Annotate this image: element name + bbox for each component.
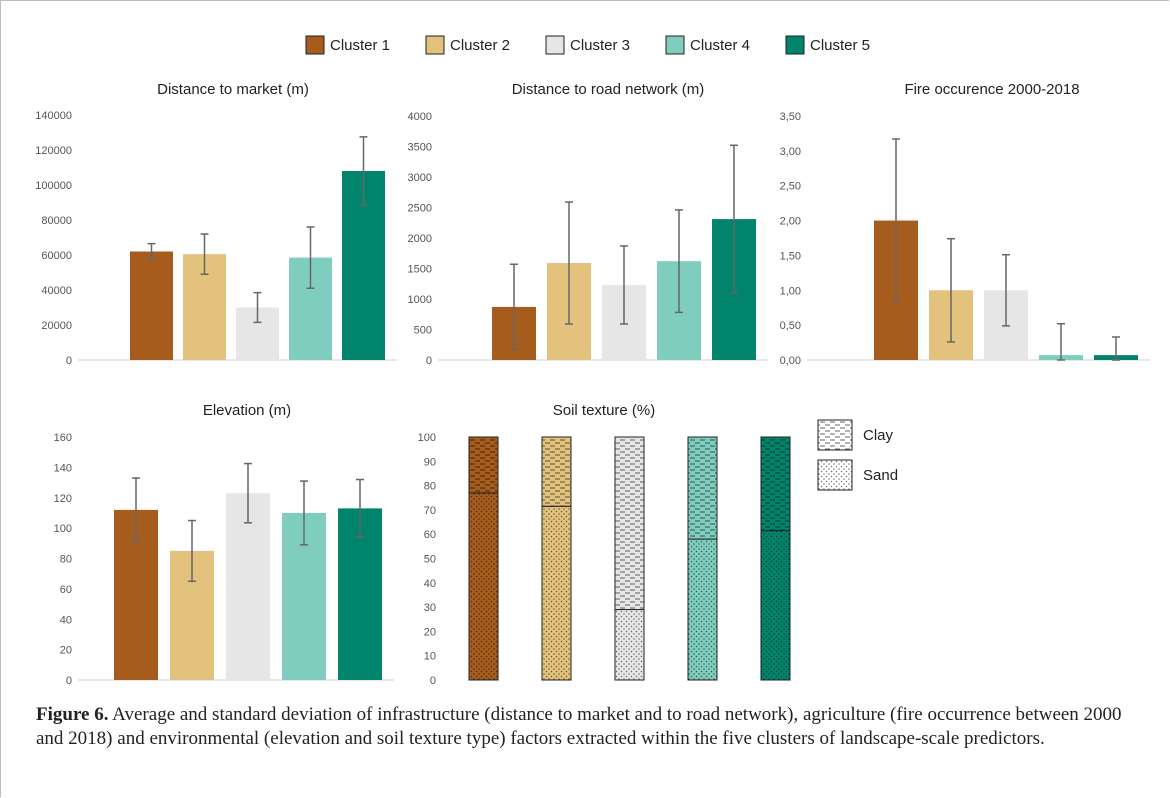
clay-pattern-cluster-5 (760, 436, 791, 532)
y-tick-label: 1000 (408, 294, 432, 306)
clay-pattern-cluster-1 (468, 436, 499, 494)
legend-label-cluster-1: Cluster 1 (330, 37, 390, 54)
y-tick-label: 90 (424, 456, 436, 468)
y-tick-label: 120000 (35, 145, 72, 157)
y-tick-label: 0 (430, 675, 436, 687)
legend: Cluster 1 Cluster 2 Cluster 3 Cluster 4 Clus… (305, 35, 870, 55)
y-tick-label: 40 (424, 578, 436, 590)
y-tick-label: 2,50 (780, 181, 801, 193)
legend-swatch-cluster-3 (545, 35, 565, 55)
y-tick-label: 0 (426, 355, 432, 367)
y-tick-label: 60 (60, 584, 72, 596)
y-tick-label: 100 (418, 432, 436, 444)
chart-5: Soil texture (%) 0 10 20 30 40 50 60 70 80 90 100 (418, 402, 791, 687)
y-tick-label: 2000 (408, 233, 432, 245)
y-tick-label: 140 (54, 462, 72, 474)
y-tick-label: 80 (60, 554, 72, 566)
y-tick-label: 120 (54, 493, 72, 505)
chart-title: Fire occurence 2000-2018 (904, 81, 1079, 98)
chart-title: Distance to road network (m) (512, 81, 705, 98)
y-tick-label: 1,50 (780, 250, 801, 262)
chart-title: Elevation (m) (203, 402, 291, 419)
chart-title: Soil texture (%) (553, 402, 656, 419)
caption-text: Average and standard deviation of infras… (36, 704, 1122, 749)
legend-label-cluster-3: Cluster 3 (570, 37, 630, 54)
y-tick-label: 2500 (408, 203, 432, 215)
y-tick-label: 50 (424, 554, 436, 566)
clay-pattern-cluster-3 (614, 436, 645, 611)
y-tick-label: 0 (66, 675, 72, 687)
y-tick-label: 100 (54, 523, 72, 535)
y-tick-label: 80000 (41, 215, 72, 227)
bar-cluster-1 (130, 251, 173, 360)
chart-1: Distance to market (m) 0 20000 40000 60000 80… (35, 81, 397, 367)
chart-4: Elevation (m) 0 20 40 60 80 100 120 140 160 (54, 402, 394, 687)
y-tick-label: 30 (424, 602, 436, 614)
y-tick-label: 20 (424, 626, 436, 638)
legend-swatch-cluster-2 (425, 35, 445, 55)
texture-swatch-sand (817, 459, 853, 491)
y-tick-label: 1500 (408, 264, 432, 276)
y-tick-label: 0 (66, 355, 72, 367)
y-tick-label: 0,00 (780, 355, 801, 367)
chart-2: Distance to road network (m) 0 500 1000 1500… (408, 81, 768, 367)
y-tick-label: 60000 (41, 250, 72, 262)
sand-pattern-cluster-4 (687, 538, 718, 681)
clay-pattern-cluster-2 (541, 436, 572, 507)
y-tick-label: 500 (414, 325, 432, 337)
y-tick-label: 1,00 (780, 285, 801, 297)
legend-swatch-cluster-4 (665, 35, 685, 55)
figure-canvas: Cluster 1 Cluster 2 Cluster 3 Cluster 4 Clus… (35, 35, 1150, 687)
texture-label-clay: Clay (863, 427, 894, 444)
y-tick-label: 40000 (41, 285, 72, 297)
caption-label: Figure 6. (36, 704, 109, 725)
y-tick-label: 3,50 (780, 111, 801, 123)
y-tick-label: 2,00 (780, 216, 801, 228)
y-tick-label: 3500 (408, 142, 432, 154)
y-tick-label: 80 (424, 481, 436, 493)
chart-3: Fire occurence 2000-2018 0,00 0,50 1,00 1,50… (780, 81, 1150, 367)
sand-pattern-cluster-2 (541, 505, 572, 681)
texture-swatch-clay (817, 419, 853, 451)
sand-pattern-cluster-3 (614, 609, 645, 681)
y-tick-label: 140000 (35, 110, 72, 122)
sand-pattern-cluster-1 (468, 492, 499, 681)
y-tick-label: 20000 (41, 320, 72, 332)
legend-swatch-cluster-1 (305, 35, 325, 55)
charts: Distance to market (m)020000400006000080… (35, 81, 1150, 687)
clay-pattern-cluster-4 (687, 436, 718, 540)
bar-cluster-3 (226, 493, 270, 680)
legend-label-cluster-4: Cluster 4 (690, 37, 750, 54)
y-tick-label: 60 (424, 529, 436, 541)
y-tick-label: 4000 (408, 111, 432, 123)
y-tick-label: 70 (424, 505, 436, 517)
chart-title: Distance to market (m) (157, 81, 309, 98)
legend-swatch-cluster-5 (785, 35, 805, 55)
y-tick-label: 20 (60, 645, 72, 657)
y-tick-label: 3,00 (780, 146, 801, 158)
y-tick-label: 100000 (35, 180, 72, 192)
y-tick-label: 10 (424, 651, 436, 663)
figure-caption: Figure 6. Average and standard deviation… (36, 703, 1146, 751)
sand-pattern-cluster-5 (760, 530, 791, 681)
legend-label-cluster-5: Cluster 5 (810, 37, 870, 54)
y-tick-label: 3000 (408, 172, 432, 184)
texture-label-sand: Sand (863, 467, 898, 484)
legend-label-cluster-2: Cluster 2 (450, 37, 510, 54)
texture-legend: Clay Sand (817, 419, 898, 491)
y-tick-label: 160 (54, 432, 72, 444)
y-tick-label: 40 (60, 614, 72, 626)
y-tick-label: 0,50 (780, 320, 801, 332)
